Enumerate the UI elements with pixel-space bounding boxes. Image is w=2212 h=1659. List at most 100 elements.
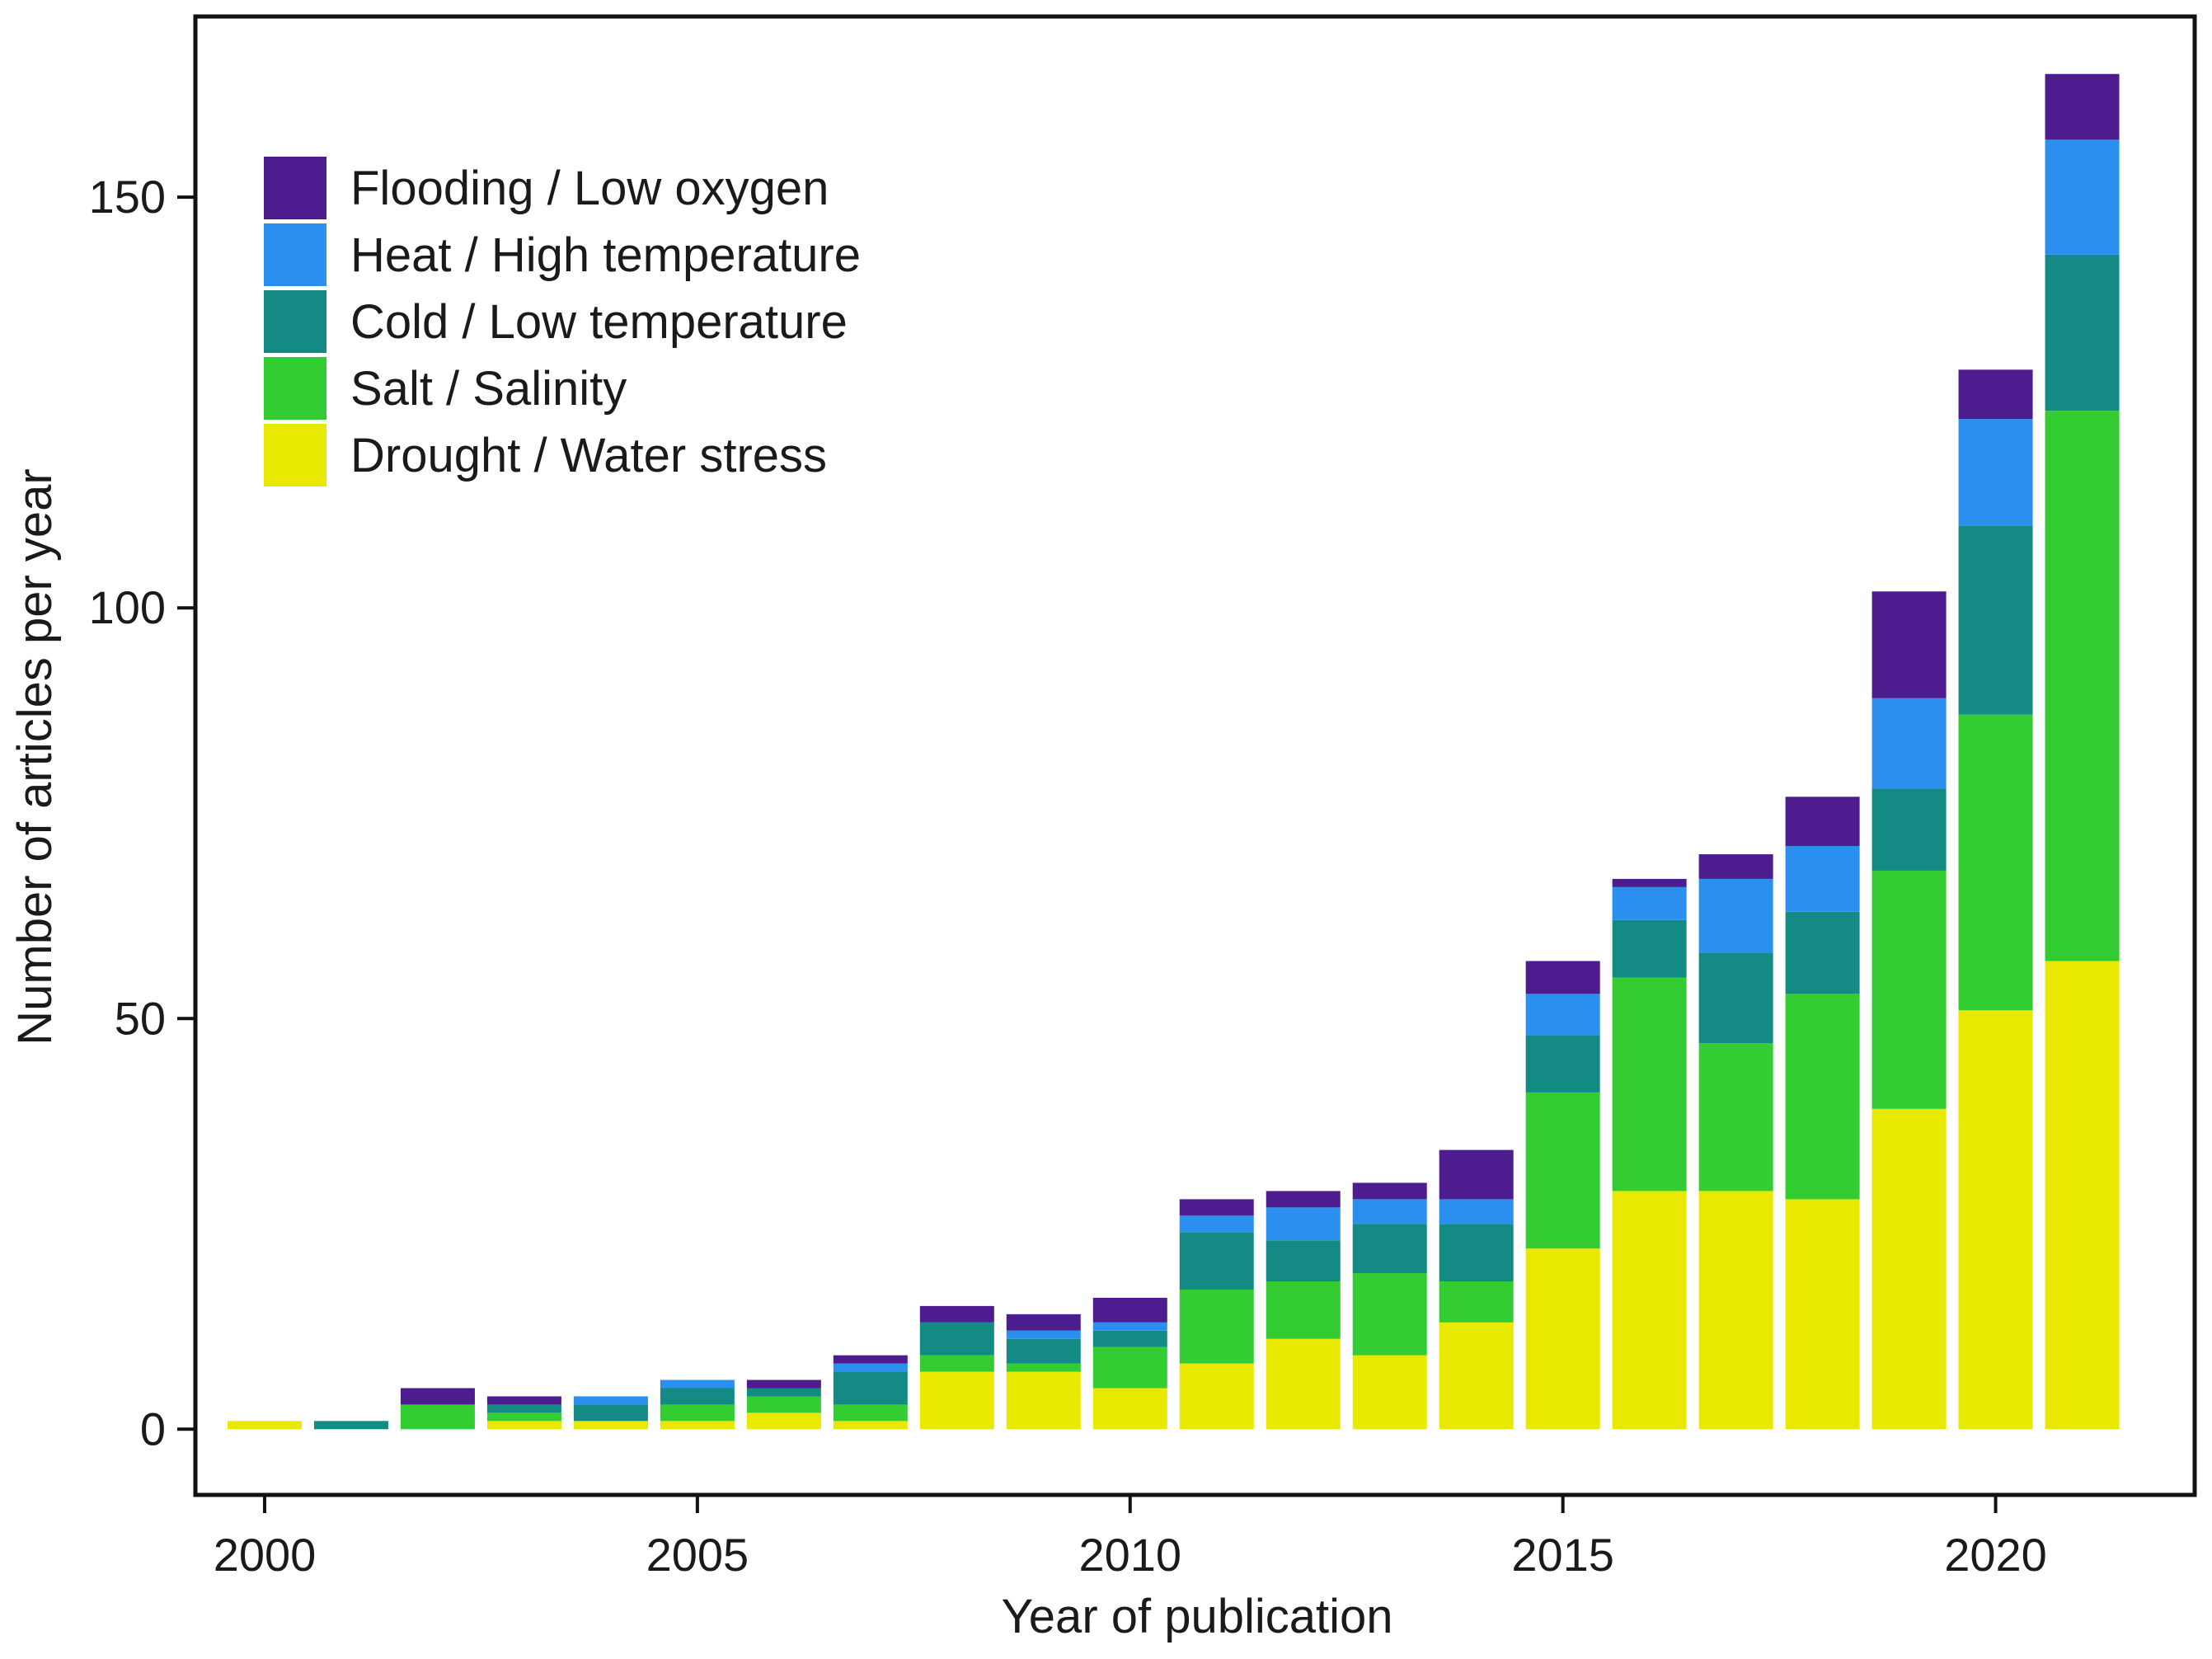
bar-2011-heat-high-temperature	[1179, 1215, 1254, 1233]
legend-label-salt-salinity: Salt / Salinity	[350, 362, 627, 416]
bar-2018-drought-water-stress	[1785, 1199, 1860, 1430]
bar-2013-flooding-low-oxygen	[1352, 1182, 1427, 1200]
bar-2010-flooding-low-oxygen	[1092, 1297, 1167, 1323]
y-tick-label-150: 150	[89, 171, 166, 223]
bar-2005-drought-water-stress	[660, 1421, 735, 1430]
bar-2010-cold-low-temperature	[1092, 1330, 1167, 1347]
bar-2003-salt-salinity	[486, 1412, 561, 1422]
bar-2012-flooding-low-oxygen	[1266, 1191, 1341, 1208]
bar-2006-drought-water-stress	[746, 1412, 821, 1430]
bar-2021-drought-water-stress	[2045, 961, 2120, 1430]
bar-2014-cold-low-temperature	[1439, 1224, 1514, 1282]
bar-2006-salt-salinity	[746, 1396, 821, 1413]
bar-2005-cold-low-temperature	[660, 1388, 735, 1405]
y-tick-label-50: 50	[115, 992, 166, 1044]
bar-2020-salt-salinity	[1958, 714, 2033, 1011]
x-axis-title: Year of publication	[1001, 1590, 1392, 1643]
bar-2012-heat-high-temperature	[1266, 1207, 1341, 1241]
bar-2010-salt-salinity	[1092, 1346, 1167, 1389]
bar-2013-salt-salinity	[1352, 1273, 1427, 1356]
bar-2012-cold-low-temperature	[1266, 1240, 1341, 1282]
bar-2018-salt-salinity	[1785, 994, 1860, 1200]
bar-2009-salt-salinity	[1006, 1363, 1081, 1372]
bar-2011-flooding-low-oxygen	[1179, 1199, 1254, 1216]
y-axis: 0 50 100 150	[89, 171, 195, 1455]
bar-2019-heat-high-temperature	[1872, 698, 1947, 789]
bar-2007-flooding-low-oxygen	[833, 1355, 908, 1364]
bar-2014-heat-high-temperature	[1439, 1199, 1514, 1224]
bar-2020-cold-low-temperature	[1958, 525, 2033, 715]
bar-2017-heat-high-temperature	[1698, 878, 1773, 953]
legend-label-heat-high-temperature: Heat / High temperature	[350, 228, 861, 282]
bar-2019-flooding-low-oxygen	[1872, 591, 1947, 698]
bar-2021-flooding-low-oxygen	[2045, 73, 2120, 140]
bar-2020-flooding-low-oxygen	[1958, 369, 2033, 420]
legend-swatch-salt-salinity	[264, 357, 326, 420]
bar-2012-drought-water-stress	[1266, 1338, 1341, 1430]
bar-2009-cold-low-temperature	[1006, 1338, 1081, 1364]
legend-swatch-heat-high-temperature	[264, 223, 326, 286]
bar-2006-cold-low-temperature	[746, 1388, 821, 1397]
bar-2005-salt-salinity	[660, 1404, 735, 1422]
bar-2015-salt-salinity	[1525, 1092, 1600, 1249]
bar-2016-salt-salinity	[1612, 977, 1687, 1191]
bar-2015-cold-low-temperature	[1525, 1035, 1600, 1093]
bar-2008-drought-water-stress	[919, 1371, 994, 1430]
x-tick-label-2015: 2015	[1511, 1529, 1614, 1581]
legend: Flooding / Low oxygen Heat / High tempera…	[264, 157, 861, 486]
bar-2010-heat-high-temperature	[1092, 1322, 1167, 1331]
bar-2007-drought-water-stress	[833, 1421, 908, 1430]
legend-label-cold-low-temperature: Cold / Low temperature	[350, 295, 848, 349]
bar-2016-cold-low-temperature	[1612, 919, 1687, 978]
bar-2004-cold-low-temperature	[573, 1404, 648, 1422]
bar-2016-flooding-low-oxygen	[1612, 878, 1687, 887]
legend-swatch-cold-low-temperature	[264, 290, 326, 353]
x-tick-label-2020: 2020	[1944, 1529, 2047, 1581]
bar-2004-drought-water-stress	[573, 1421, 648, 1430]
bar-2006-flooding-low-oxygen	[746, 1379, 821, 1389]
bar-2009-drought-water-stress	[1006, 1371, 1081, 1430]
bar-2004-heat-high-temperature	[573, 1396, 648, 1405]
bar-2014-drought-water-stress	[1439, 1322, 1514, 1430]
bar-2016-drought-water-stress	[1612, 1191, 1687, 1430]
bars-group	[227, 73, 2120, 1430]
y-tick-label-100: 100	[89, 581, 166, 633]
bar-2019-drought-water-stress	[1872, 1108, 1947, 1430]
bar-2013-drought-water-stress	[1352, 1355, 1427, 1430]
bar-2013-cold-low-temperature	[1352, 1224, 1427, 1274]
bar-2008-cold-low-temperature	[919, 1322, 994, 1356]
bar-2012-salt-salinity	[1266, 1281, 1341, 1339]
legend-swatch-drought-water-stress	[264, 424, 326, 486]
x-tick-label-2010: 2010	[1078, 1529, 1181, 1581]
bar-2018-heat-high-temperature	[1785, 846, 1860, 912]
bar-2015-flooding-low-oxygen	[1525, 961, 1600, 994]
bar-2020-heat-high-temperature	[1958, 419, 2033, 526]
bar-2017-salt-salinity	[1698, 1043, 1773, 1191]
legend-label-drought-water-stress: Drought / Water stress	[350, 429, 827, 482]
bar-2016-heat-high-temperature	[1612, 886, 1687, 920]
x-axis: 2000 2005 2010 2015 2020	[214, 1495, 2047, 1581]
bar-2019-salt-salinity	[1872, 870, 1947, 1109]
bar-2007-salt-salinity	[833, 1404, 908, 1422]
bar-2009-flooding-low-oxygen	[1006, 1314, 1081, 1331]
bar-2020-drought-water-stress	[1958, 1010, 2033, 1430]
y-tick-label-0: 0	[140, 1403, 166, 1455]
bar-2009-heat-high-temperature	[1006, 1330, 1081, 1339]
bar-2014-flooding-low-oxygen	[1439, 1149, 1514, 1200]
bar-2015-heat-high-temperature	[1525, 994, 1600, 1036]
plot-frame	[193, 14, 2197, 1497]
bar-2010-drought-water-stress	[1092, 1388, 1167, 1430]
bar-2015-drought-water-stress	[1525, 1248, 1600, 1430]
bar-2011-salt-salinity	[1179, 1289, 1254, 1364]
bar-2007-heat-high-temperature	[833, 1363, 908, 1372]
bar-2014-salt-salinity	[1439, 1281, 1514, 1323]
x-tick-label-2000: 2000	[214, 1529, 317, 1581]
bar-2002-flooding-low-oxygen	[400, 1388, 475, 1405]
bar-2000-drought-water-stress	[227, 1421, 302, 1430]
bar-2008-salt-salinity	[919, 1355, 994, 1372]
bar-2017-drought-water-stress	[1698, 1191, 1773, 1430]
bar-2019-cold-low-temperature	[1872, 788, 1947, 871]
legend-swatch-flooding-low-oxygen	[264, 157, 326, 219]
